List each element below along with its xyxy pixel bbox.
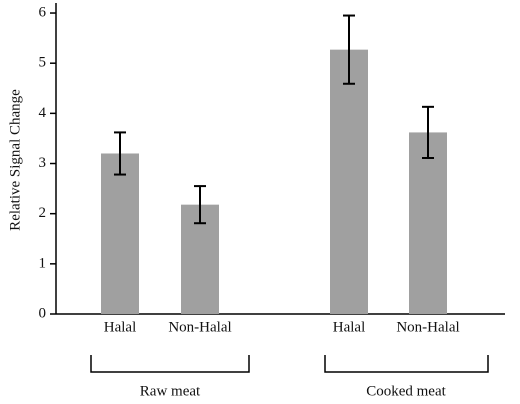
y-tick-label: 5 — [39, 55, 47, 71]
error-bar — [194, 185, 206, 225]
error-bar — [114, 131, 126, 176]
x-tick-label: Halal — [104, 319, 136, 335]
x-tick-label: Non-Halal — [168, 319, 231, 335]
group-bracket — [90, 355, 250, 373]
x-tick-label: Halal — [333, 319, 365, 335]
y-tick-label: 2 — [39, 205, 47, 221]
y-axis-label: Relative Signal Change — [7, 89, 23, 231]
y-tick-label: 0 — [39, 305, 47, 321]
bar — [101, 153, 139, 314]
group-label: Cooked meat — [366, 383, 446, 399]
error-bar — [343, 14, 355, 85]
y-tick-label: 1 — [39, 255, 47, 271]
y-tick-label: 4 — [39, 105, 47, 121]
y-tick-label: 3 — [39, 155, 47, 171]
bar — [409, 132, 447, 314]
group-label: Raw meat — [140, 383, 201, 399]
x-tick-label: Non-Halal — [396, 319, 459, 335]
error-bar — [422, 105, 434, 159]
y-tick-label: 6 — [39, 4, 47, 20]
bar — [330, 49, 368, 315]
group-bracket — [324, 355, 489, 373]
